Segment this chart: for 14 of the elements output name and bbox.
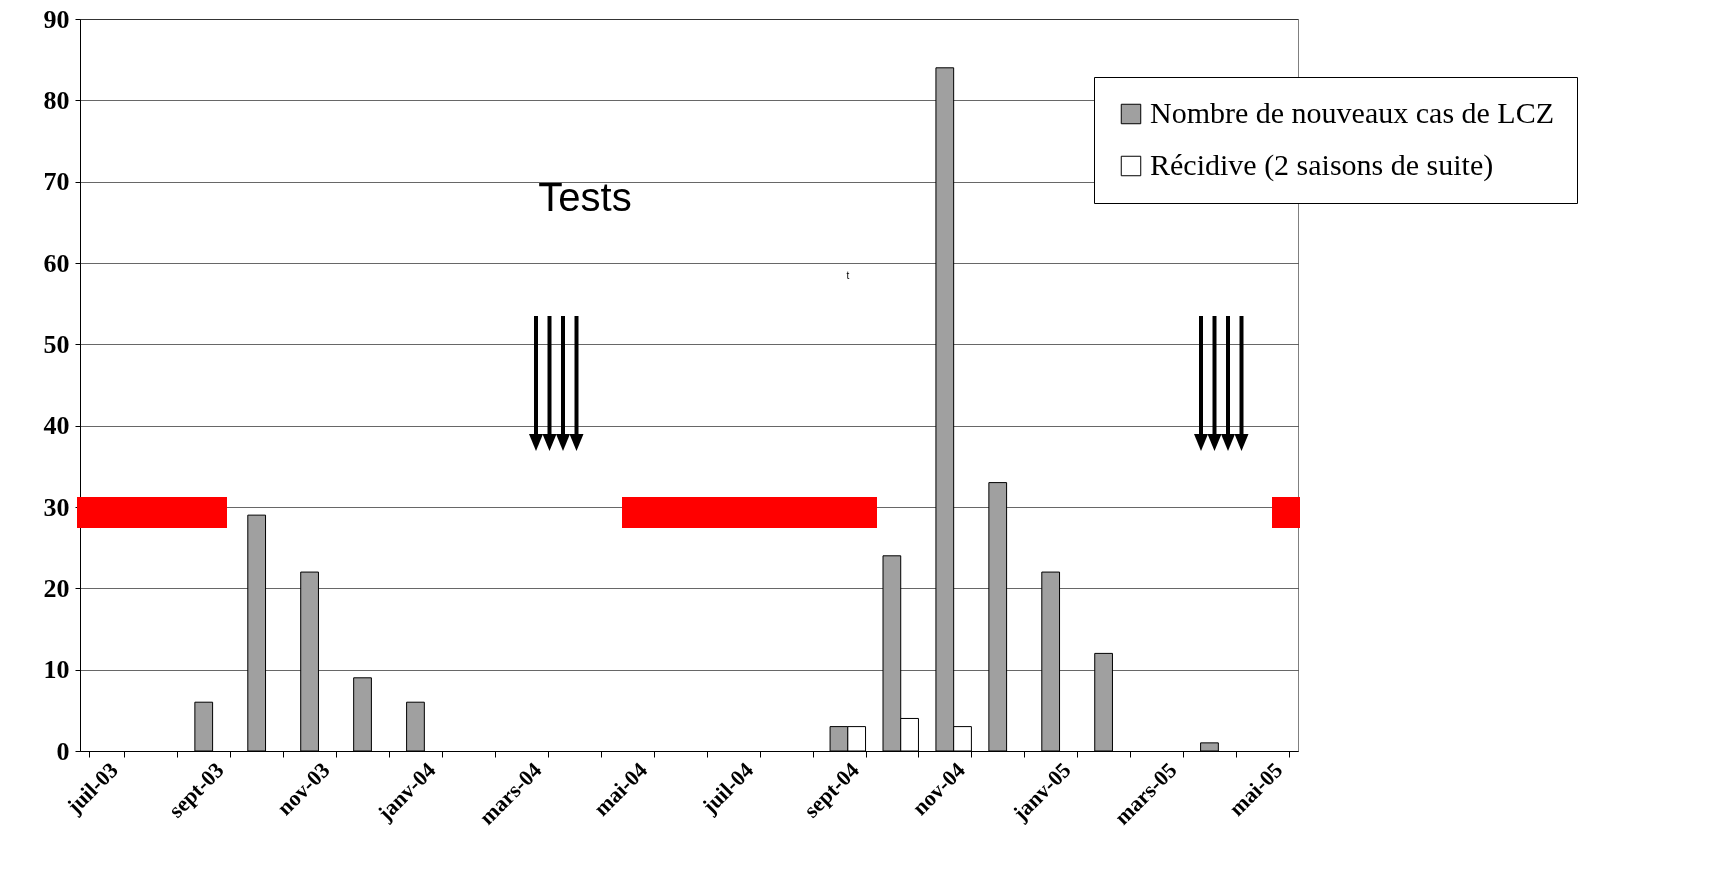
legend-label: Récidive (2 saisons de suite)	[1150, 148, 1494, 182]
y-tick-label: 60	[43, 248, 70, 278]
y-tick-label: 30	[43, 492, 70, 522]
y-tick-label: 20	[43, 573, 70, 603]
annotation: t	[846, 270, 850, 281]
legend-label: Nombre de nouveaux cas de LCZ	[1150, 96, 1555, 129]
y-tick-label: 90	[43, 4, 70, 34]
y-tick-label: 80	[43, 85, 70, 115]
y-tick-label: 10	[43, 655, 70, 685]
y-tick-label: 40	[43, 411, 70, 441]
annotation: Tests	[538, 175, 632, 219]
y-tick-label: 70	[43, 167, 70, 197]
y-tick-label: 50	[43, 329, 70, 359]
y-tick-label: 0	[56, 736, 70, 766]
